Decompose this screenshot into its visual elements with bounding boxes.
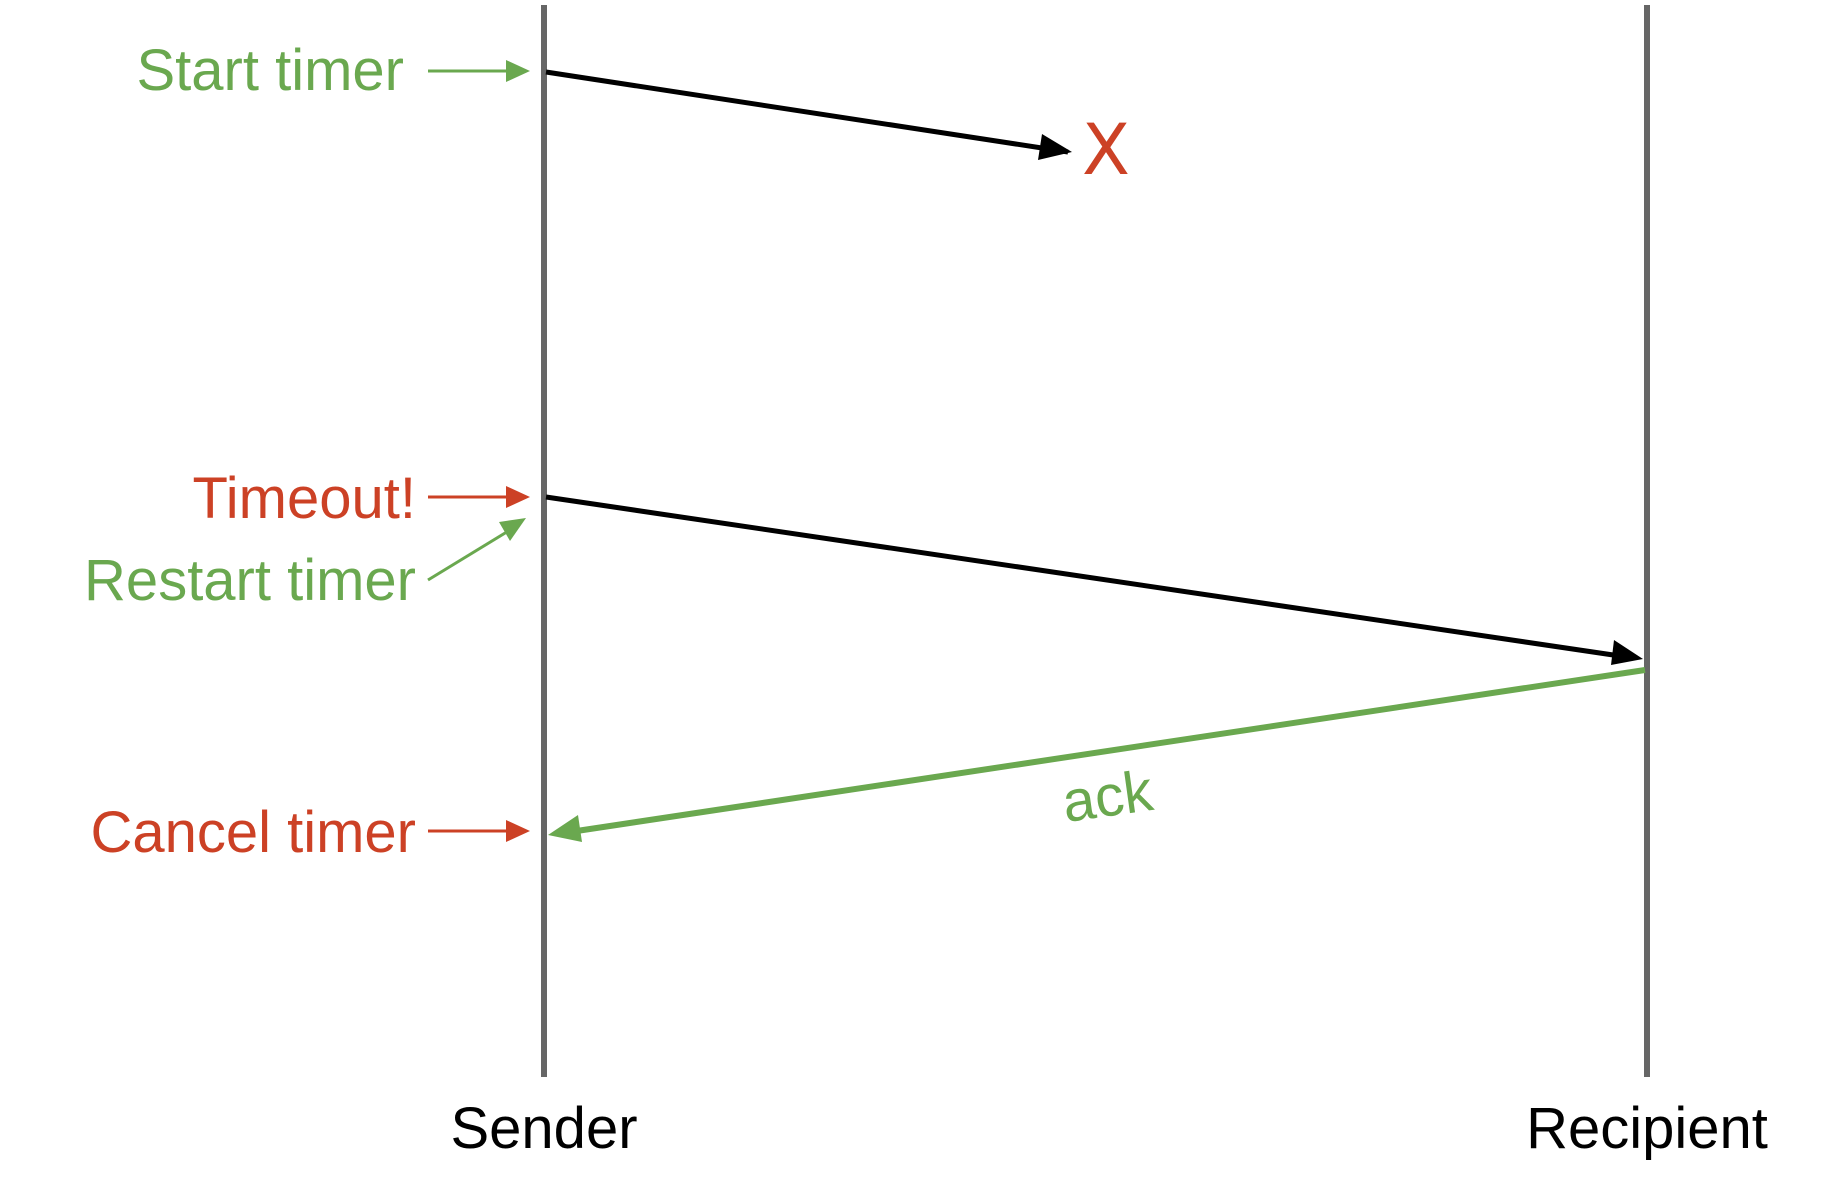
cancel-timer-pointer-head xyxy=(506,820,530,842)
start-timer-label: Start timer xyxy=(137,38,405,103)
retransmit-message-arrowhead xyxy=(1611,640,1643,665)
retransmit-message-arrow xyxy=(545,494,1621,659)
ack-message-arrowhead xyxy=(548,815,582,842)
sender-label: Sender xyxy=(450,1096,637,1161)
start-timer-pointer-head xyxy=(506,60,530,82)
ack-message-arrow xyxy=(569,667,1646,835)
timeout-pointer-head xyxy=(506,486,530,508)
restart-timer-label: Restart timer xyxy=(84,548,416,613)
lost-message-arrow xyxy=(545,69,1069,155)
timeout-label: Timeout! xyxy=(193,466,416,531)
cancel-timer-label: Cancel timer xyxy=(90,800,416,865)
lost-message-arrowhead xyxy=(1038,134,1072,160)
restart-timer-pointer-head xyxy=(499,518,526,541)
restart-timer-pointer xyxy=(427,528,511,582)
ack-label: ack xyxy=(1058,758,1157,835)
lost-message-x-mark: X xyxy=(1082,109,1130,191)
recipient-label: Recipient xyxy=(1526,1096,1768,1161)
